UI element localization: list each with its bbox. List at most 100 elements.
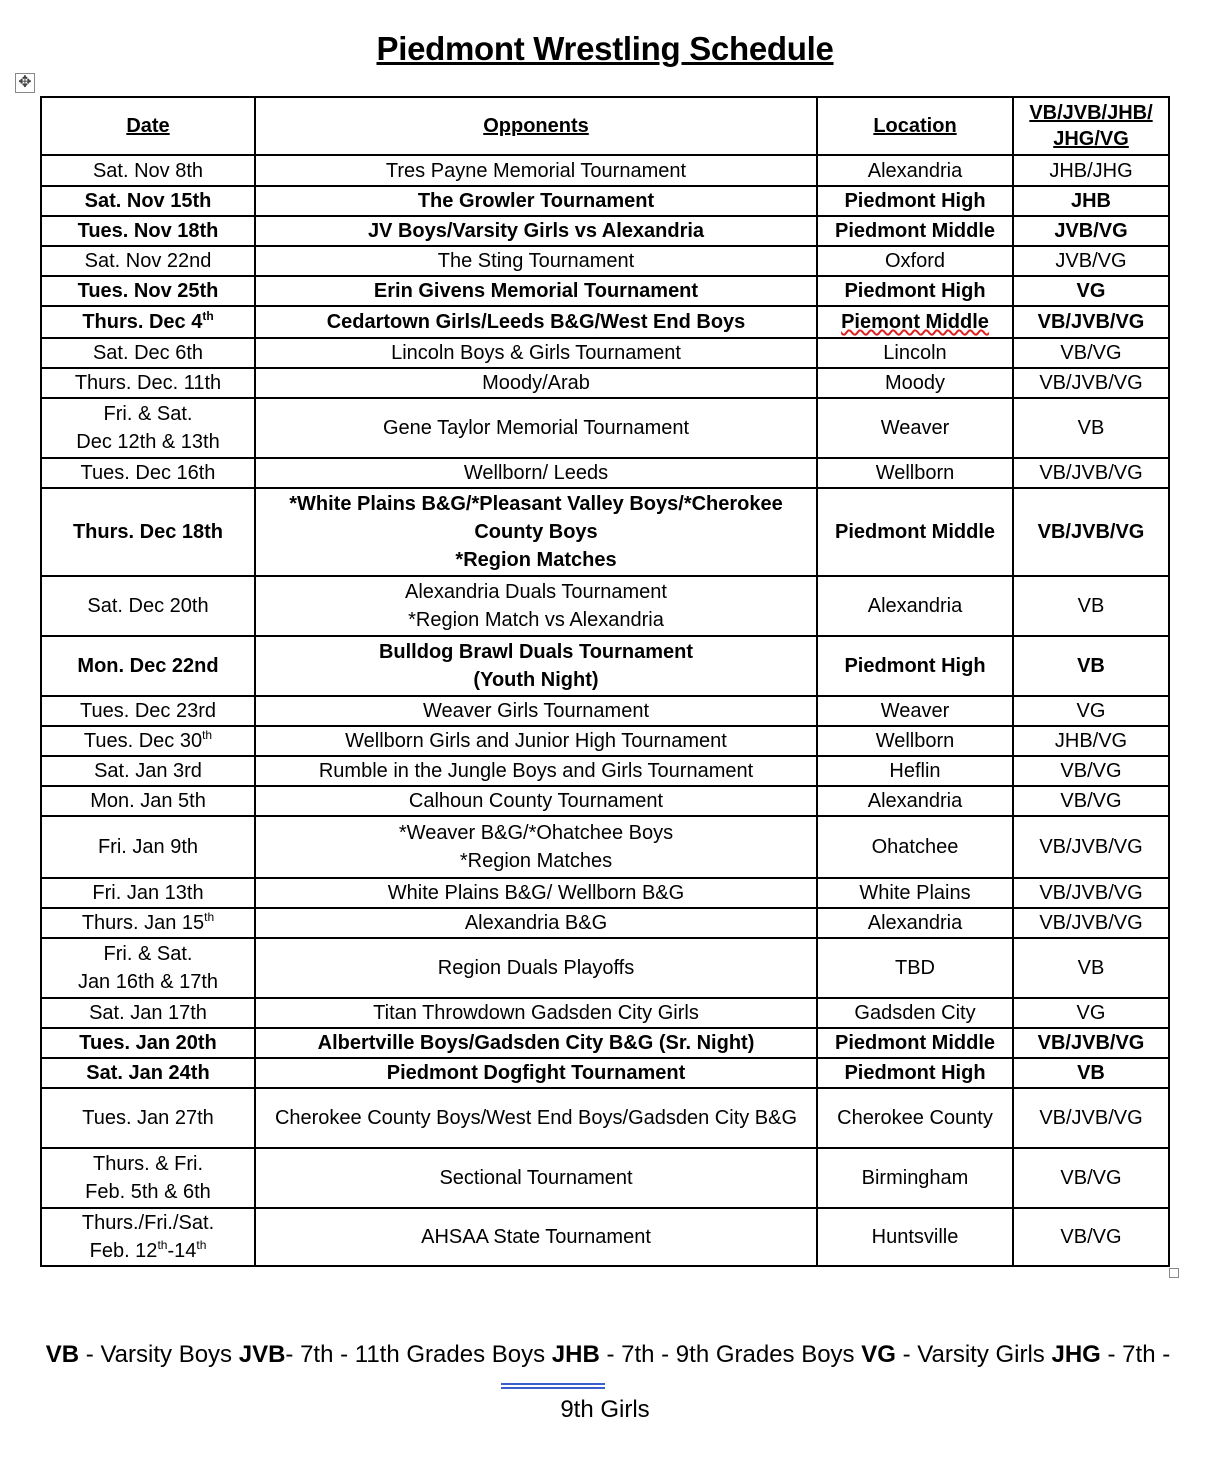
opponents-text: Alexandria B&G — [464, 912, 608, 934]
opponents-text: Rumble in the Jungle Boys and Girls Tour… — [318, 760, 754, 782]
opponents-cell: AHSAA State Tournament — [254, 1207, 818, 1267]
location-text: Wellborn — [875, 730, 955, 752]
location-cell: TBD — [816, 937, 1014, 999]
location-text: Ohatchee — [871, 836, 959, 858]
table-row: Fri. & Sat. Jan 16th & 17th Region Duals P… — [40, 937, 1170, 999]
date-text: Thurs./Fri./Sat. — [81, 1212, 215, 1234]
teams-cell: JVB/VG — [1012, 245, 1170, 277]
location-text: Piedmont Middle — [835, 1032, 995, 1054]
opponents-cell: Wellborn/ Leeds — [254, 457, 818, 489]
location-text: Heflin — [889, 760, 941, 782]
table-resize-handle[interactable] — [1169, 1268, 1179, 1278]
teams-text: JHB — [1070, 190, 1111, 212]
table-row: Tues. Dec 30th Wellborn Girls and Junior … — [40, 725, 1170, 757]
date-text: Fri. & Sat. — [103, 403, 193, 425]
header-teams: VB/JVB/JHB/ JHG/VG — [1012, 96, 1170, 156]
location-cell: Birmingham — [816, 1147, 1014, 1209]
teams-cell: VG — [1012, 275, 1170, 307]
teams-text: VB — [1077, 957, 1105, 979]
teams-text: VB/JVB/VG — [1037, 1032, 1145, 1054]
location-cell: White Plains — [816, 877, 1014, 909]
legend-desc: Varsity Girls — [917, 1341, 1045, 1368]
location-cell: Wellborn — [816, 725, 1014, 757]
location-cell: Weaver — [816, 397, 1014, 459]
teams-cell: JVB/VG — [1012, 215, 1170, 247]
teams-cell: VB/JVB/VG — [1012, 305, 1170, 339]
location-text: Gadsden City — [854, 1002, 976, 1024]
date-superscript: th — [196, 1238, 207, 1252]
opponents-text: The Sting Tournament — [437, 250, 635, 272]
location-text: Alexandria — [867, 595, 963, 617]
date-cell: Fri. Jan 9th — [40, 815, 256, 879]
location-cell: Piedmont Middle — [816, 215, 1014, 247]
date-text: -14 — [167, 1240, 197, 1262]
opponents-text: *Region Matches — [455, 549, 617, 571]
legend-desc: Varsity Boys — [100, 1341, 233, 1368]
legend-abbr: JHG — [1051, 1341, 1101, 1368]
schedule-table: Date Opponents Location VB/JVB/JHB/ JHG/… — [40, 96, 1170, 1267]
opponents-cell: The Growler Tournament — [254, 185, 818, 217]
date-cell: Tues. Dec 16th — [40, 457, 256, 489]
date-cell: Thurs. Jan 15th — [40, 907, 256, 939]
date-text: Tues. Nov 25th — [77, 280, 219, 302]
location-cell: Oxford — [816, 245, 1014, 277]
date-text: Feb. 5th & 6th — [85, 1181, 211, 1203]
date-cell: Mon. Dec 22nd — [40, 635, 256, 697]
date-cell: Sat. Nov 15th — [40, 185, 256, 217]
date-text: Tues. Jan 27th — [82, 1107, 214, 1129]
table-row: Sat. Jan 24th Piedmont Dogfight Tournamen… — [40, 1057, 1170, 1089]
date-text: Tues. Nov 18th — [77, 220, 219, 242]
teams-text: JHB/JHG — [1049, 159, 1133, 182]
opponents-cell: Wellborn Girls and Junior High Tournamen… — [254, 725, 818, 757]
table-row: Sat. Dec 6th Lincoln Boys & Girls Tournam… — [40, 337, 1170, 369]
location-text: Piedmont High — [844, 280, 986, 302]
teams-cell: JHB/VG — [1012, 725, 1170, 757]
teams-text: VB/JVB/VG — [1039, 1107, 1143, 1129]
opponents-text: Region Duals Playoffs — [437, 957, 635, 979]
header-location: Location — [816, 96, 1014, 156]
opponents-text: Tres Payne Memorial Tournament — [385, 159, 687, 182]
table-row: Mon. Dec 22nd Bulldog Brawl Duals Tournam… — [40, 635, 1170, 697]
teams-text: VB — [1077, 1062, 1105, 1084]
legend: VB - Varsity Boys JVB- 7th - 11th Grades… — [0, 1340, 1216, 1370]
teams-cell: VB/JVB/VG — [1012, 1027, 1170, 1059]
opponents-text: Alexandria Duals Tournament — [404, 581, 667, 603]
teams-cell: VG — [1012, 695, 1170, 727]
date-text: Fri. Jan 13th — [92, 882, 204, 904]
teams-text: VB/JVB/VG — [1039, 912, 1143, 934]
legend-abbr: JVB — [238, 1341, 286, 1368]
teams-cell: VB/JVB/VG — [1012, 877, 1170, 909]
opponents-text: The Growler Tournament — [417, 190, 655, 212]
table-row: Thurs. Jan 15th Alexandria B&G Alexandria V… — [40, 907, 1170, 939]
location-cell: Piedmont High — [816, 1057, 1014, 1089]
table-move-handle-icon[interactable]: ✥ — [15, 73, 35, 93]
opponents-text: Wellborn Girls and Junior High Tournamen… — [345, 730, 727, 752]
location-text: Piedmont Middle — [835, 220, 995, 242]
date-cell: Tues. Dec 30th — [40, 725, 256, 757]
date-cell: Sat. Jan 3rd — [40, 755, 256, 787]
date-text: Fri. & Sat. — [103, 943, 193, 965]
opponents-text: Gene Taylor Memorial Tournament — [382, 417, 690, 439]
location-cell: Piedmont High — [816, 275, 1014, 307]
location-cell: Gadsden City — [816, 997, 1014, 1029]
date-cell: Sat. Nov 8th — [40, 154, 256, 187]
location-cell: Huntsville — [816, 1207, 1014, 1267]
header-date: Date — [40, 96, 256, 156]
teams-text: JHB/VG — [1054, 730, 1128, 752]
page-title: Piedmont Wrestling Schedule — [376, 30, 834, 67]
teams-text: JVB/VG — [1055, 250, 1127, 272]
date-superscript: th — [202, 728, 213, 742]
opponents-text: Cedartown Girls/Leeds B&G/West End Boys — [326, 311, 746, 333]
date-text: Feb. 12 — [89, 1240, 158, 1262]
double-underline-mark — [501, 1383, 605, 1389]
teams-cell: VB/JVB/VG — [1012, 1087, 1170, 1149]
opponents-cell: Region Duals Playoffs — [254, 937, 818, 999]
location-text: Weaver — [880, 700, 950, 722]
table-row: Sat. Nov 15th The Growler Tournament Piedm… — [40, 185, 1170, 217]
opponents-cell: Cherokee County Boys/West End Boys/Gadsd… — [254, 1087, 818, 1149]
date-cell: Tues. Nov 18th — [40, 215, 256, 247]
date-cell: Sat. Jan 17th — [40, 997, 256, 1029]
table-row: Tues. Jan 20th Albertville Boys/Gadsden C… — [40, 1027, 1170, 1059]
teams-text: VB — [1077, 417, 1105, 439]
location-text: Cherokee County — [837, 1107, 993, 1129]
